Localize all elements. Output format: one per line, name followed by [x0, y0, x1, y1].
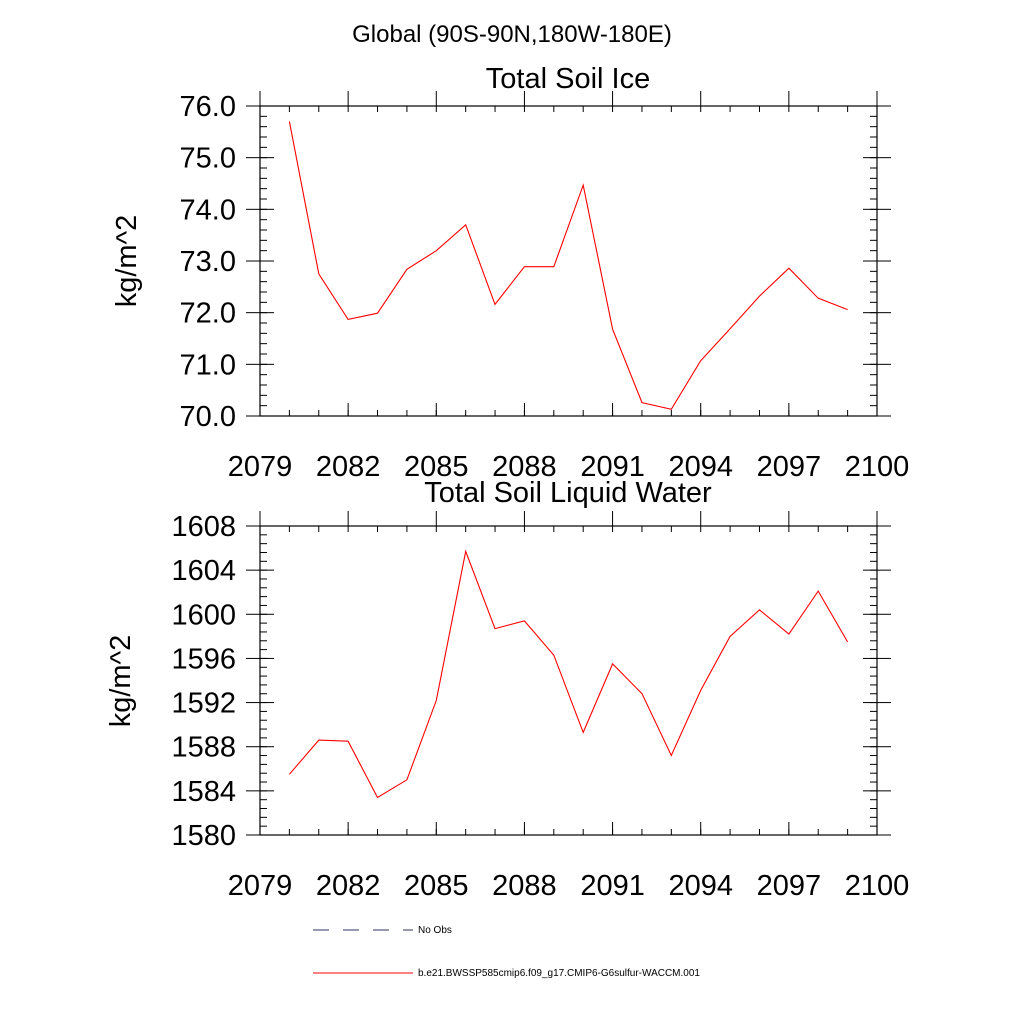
y-tick-label: 1604 [171, 555, 236, 587]
x-tick-label: 2088 [492, 451, 557, 483]
x-tick-label: 2082 [316, 451, 381, 483]
y-tick-label: 1596 [171, 643, 236, 675]
legend: No Obs b.e21.BWSSP585cmip6.f09_g17.CMIP6… [313, 925, 700, 979]
y-tick-label: 1608 [171, 511, 236, 543]
x-tick-label: 2094 [668, 451, 733, 483]
y-tick-label: 1584 [171, 776, 236, 808]
y-axis-label: kg/m^2 [105, 635, 137, 728]
x-tick-label: 2079 [228, 451, 293, 483]
panel-title: Total Soil Ice [486, 63, 650, 95]
x-tick-label: 2091 [580, 870, 645, 902]
y-tick-label: 71.0 [180, 349, 236, 381]
x-tick-label: 2088 [492, 870, 557, 902]
y-tick-label: 1600 [171, 599, 236, 631]
plot-frame [259, 105, 878, 417]
panel-title: Total Soil Liquid Water [424, 477, 712, 509]
y-tick-label: 1592 [171, 688, 236, 720]
y-axis-label: kg/m^2 [111, 215, 143, 308]
plot-frame [259, 525, 878, 836]
y-tick-label: 70.0 [180, 401, 236, 433]
x-tick-label: 2097 [757, 451, 822, 483]
x-tick-label: 2094 [668, 870, 733, 902]
legend-label-series: b.e21.BWSSP585cmip6.f09_g17.CMIP6-G6sulf… [418, 968, 700, 979]
x-tick-label: 2100 [845, 451, 910, 483]
y-tick-label: 76.0 [180, 91, 236, 123]
panel-total-soil-liquid-water: Total Soil Liquid Water kg/m^2 2079 2082 2… [105, 477, 909, 902]
x-tick-label: 2097 [757, 870, 822, 902]
y-tick-label: 1588 [171, 732, 236, 764]
x-tick-label: 2085 [404, 451, 469, 483]
y-tick-label: 73.0 [180, 246, 236, 278]
y-tick-label: 74.0 [180, 194, 236, 226]
x-tick-label: 2079 [228, 870, 293, 902]
x-tick-label: 2091 [580, 451, 645, 483]
series-line [288, 549, 849, 799]
x-tick-label: 2082 [316, 870, 381, 902]
x-tick-label: 2085 [404, 870, 469, 902]
figure-title: Global (90S-90N,180W-180E) [352, 21, 672, 48]
y-tick-label: 75.0 [180, 143, 236, 175]
series-line [288, 121, 848, 410]
legend-label-no-obs: No Obs [418, 925, 452, 936]
x-tick-label: 2100 [845, 870, 910, 902]
panel-total-soil-ice: Total Soil Ice kg/m^2 2079 2082 2085 2088 20… [111, 63, 909, 483]
y-tick-label: 72.0 [180, 298, 236, 330]
y-tick-label: 1580 [171, 820, 236, 852]
